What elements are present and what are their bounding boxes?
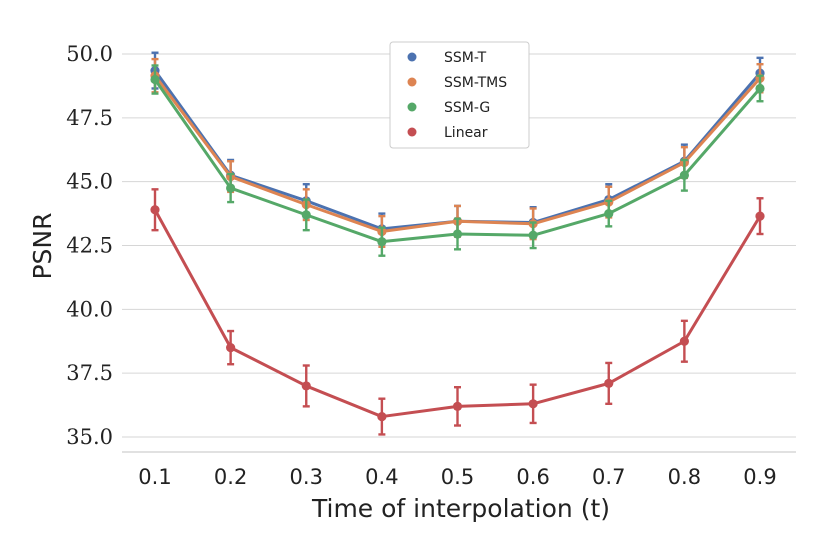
legend-item: Linear [407,125,488,141]
x-tick-label: 0.5 [441,465,474,489]
data-point [301,210,311,220]
data-point [452,401,463,411]
legend-label: SSM-TMS [444,75,507,91]
x-tick-label: 0.4 [365,465,398,489]
data-point [226,183,236,193]
data-point [377,237,387,247]
y-tick-label: 42.5 [66,234,113,258]
data-point [528,230,538,240]
data-point [604,378,614,388]
data-point [679,170,689,180]
data-point [452,229,463,239]
x-axis-label: Time of interpolation (t) [311,494,610,523]
x-tick-label: 0.2 [214,465,247,489]
legend-item: SSM-G [407,100,490,116]
data-point [755,211,765,221]
x-tick-label: 0.7 [592,465,625,489]
legend-box [389,41,530,149]
data-point [150,205,160,215]
legend-marker [407,77,417,87]
y-tick-label: 50.0 [66,42,113,66]
y-axis-ticks: 35.0 37.5 40.0 42.5 45.0 47.5 50.0 [66,42,113,449]
data-point [226,343,236,353]
legend-label: SSM-T [444,50,487,66]
y-tick-label: 45.0 [66,170,113,194]
x-axis-ticks: 0.1 0.2 0.3 0.4 0.5 0.6 0.7 0.8 0.9 [138,465,776,489]
legend-label: Linear [444,125,488,141]
y-tick-label: 37.5 [66,361,113,385]
data-point [679,336,689,346]
x-tick-label: 0.6 [516,465,549,489]
legend-marker [407,127,417,137]
y-axis-label: PSNR [28,212,57,279]
legend-marker [407,102,417,112]
legend-item: SSM-TMS [407,75,507,91]
legend-label: SSM-G [444,100,490,116]
series-linear [150,188,765,436]
x-tick-label: 0.9 [743,465,776,489]
data-point [377,411,387,422]
data-point [301,381,311,391]
data-point [150,74,160,85]
y-tick-label: 47.5 [66,106,113,130]
y-tick-label: 40.0 [66,297,113,321]
series-ssm-g [150,64,765,257]
data-point [528,399,538,409]
x-tick-label: 0.1 [138,465,171,489]
x-tick-label: 0.8 [668,465,701,489]
series [150,51,765,436]
data-point [755,83,765,94]
data-point [604,208,614,219]
x-tick-label: 0.3 [290,465,323,489]
legend-item: SSM-T [407,50,487,66]
y-tick-label: 35.0 [66,425,113,449]
legend: SSM-T SSM-TMS SSM-G Linear [389,41,530,149]
legend-marker [407,52,417,62]
